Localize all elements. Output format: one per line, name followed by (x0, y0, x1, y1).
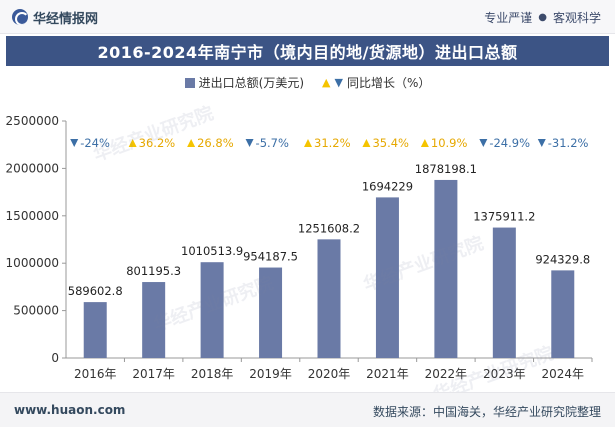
chart-title: 2016-2024年南宁市（境内目的地/货源地）进出口总额 (97, 43, 518, 62)
bar-value-label: 954187.5 (243, 250, 298, 264)
x-tick-label: 2020年 (308, 367, 351, 381)
growth-up-marker (187, 139, 196, 147)
slogan-professional: 专业严谨 (484, 11, 533, 25)
bar (142, 282, 166, 358)
chart-legend: 进出口总额(万美元) ▲ ▼ 同比增长（%） (0, 74, 615, 91)
x-tick-label: 2023年 (483, 367, 526, 381)
bar-value-label: 1375911.2 (473, 210, 535, 224)
growth-label: -24% (80, 136, 110, 150)
growth-label: 10.9% (431, 136, 468, 150)
bar (317, 239, 341, 358)
triangle-down-icon: ▼ (334, 76, 343, 89)
legend-item-growth[interactable]: ▲ ▼ 同比增长（%） (322, 74, 430, 91)
y-tick-label: 0 (51, 351, 59, 365)
bar (551, 270, 575, 358)
legend-item-total[interactable]: 进出口总额(万美元) (184, 74, 305, 91)
bar (434, 179, 458, 358)
legend-total-label: 进出口总额(万美元) (198, 76, 305, 90)
bar-value-label: 1010513.9 (181, 244, 243, 258)
growth-down-marker (245, 139, 254, 147)
legend-bar-swatch-icon (184, 77, 195, 88)
x-tick-label: 2019年 (249, 367, 292, 381)
x-tick-label: 2017年 (132, 367, 175, 381)
footer: www.huaon.com 数据来源：中国海关，华经产业研究院整理 (0, 392, 615, 427)
bar-value-label: 1878198.1 (415, 162, 477, 176)
x-tick-label: 2021年 (366, 367, 409, 381)
legend-growth-label: 同比增长（%） (346, 76, 431, 90)
brand[interactable]: 华经情报网 (12, 8, 99, 27)
top-bar: 华经情报网 专业严谨 ● 客观科学 (0, 0, 615, 34)
footer-source: 数据来源：中国海关，华经产业研究院整理 (372, 405, 601, 419)
y-tick-label: 1500000 (6, 209, 59, 223)
y-tick-label: 2500000 (6, 114, 59, 128)
slogan-objective: 客观科学 (552, 11, 601, 25)
x-tick-label: 2016年 (74, 367, 117, 381)
triangle-up-icon: ▲ (322, 76, 331, 89)
x-tick-label: 2018年 (191, 367, 234, 381)
bar (259, 267, 283, 358)
bar (492, 227, 516, 358)
growth-label: -5.7% (256, 136, 289, 150)
footer-website-link[interactable]: www.huaon.com (14, 403, 126, 417)
brand-logo-icon (12, 9, 28, 25)
x-tick-label: 2022年 (425, 367, 468, 381)
chart-title-band: 2016-2024年南宁市（境内目的地/货源地）进出口总额 (6, 36, 609, 66)
growth-label: -24.9% (489, 136, 530, 150)
growth-down-marker (537, 139, 546, 147)
growth-label: 36.2% (139, 136, 176, 150)
growth-down-marker (479, 139, 488, 147)
growth-up-marker (362, 139, 371, 147)
bar (200, 262, 224, 358)
bar-value-label: 1694229 (362, 179, 413, 193)
growth-up-marker (128, 139, 137, 147)
growth-label: 31.2% (314, 136, 351, 150)
growth-up-marker (420, 139, 429, 147)
bar (83, 302, 107, 358)
y-tick-label: 500000 (13, 304, 59, 318)
y-tick-label: 2000000 (6, 161, 59, 175)
separator-dot-icon: ● (538, 12, 547, 23)
top-right-links: 专业严谨 ● 客观科学 (484, 9, 601, 26)
bar-value-label: 1251608.2 (298, 221, 360, 235)
x-tick-label: 2024年 (542, 367, 585, 381)
growth-label: 26.8% (197, 136, 234, 150)
bar-value-label: 801195.3 (126, 264, 181, 278)
growth-label: -31.2% (548, 136, 589, 150)
bar-value-label: 589602.8 (68, 284, 123, 298)
y-tick-label: 1000000 (6, 256, 59, 270)
bar-chart: 0 500000 1000000 1500000 2000000 2500000 58960… (6, 114, 593, 381)
bar-value-label: 924329.8 (535, 252, 590, 266)
bar (375, 197, 399, 358)
brand-name: 华经情报网 (33, 11, 99, 27)
growth-down-marker (70, 139, 79, 147)
growth-label: 35.4% (372, 136, 409, 150)
growth-up-marker (304, 139, 312, 147)
